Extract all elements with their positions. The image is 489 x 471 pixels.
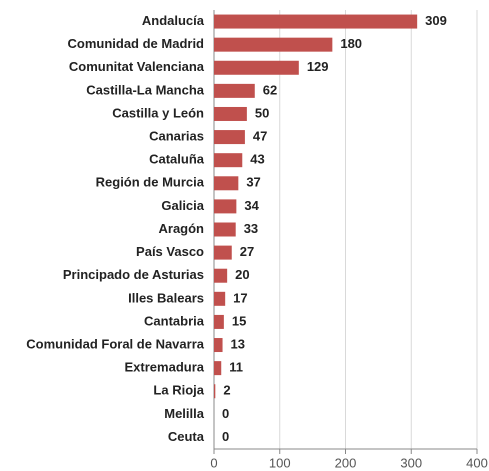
x-tick-label: 100 <box>269 455 291 470</box>
bar <box>214 361 222 376</box>
data-label: 180 <box>340 36 362 51</box>
data-label: 129 <box>307 59 329 74</box>
data-label: 309 <box>425 13 447 28</box>
y-tick-label: País Vasco <box>136 244 204 259</box>
y-tick-label: Ceuta <box>168 429 205 444</box>
bar <box>214 338 223 353</box>
data-label: 13 <box>231 336 245 351</box>
y-tick-label: Castilla-La Mancha <box>86 82 205 97</box>
y-tick-label: Castilla y León <box>112 105 204 120</box>
data-label: 50 <box>255 105 269 120</box>
y-tick-label: Cataluña <box>149 152 205 167</box>
y-tick-label: Andalucía <box>142 13 205 28</box>
data-label: 15 <box>232 313 246 328</box>
y-tick-label: Aragón <box>159 221 205 236</box>
data-label: 62 <box>263 82 277 97</box>
y-tick-label: Cantabria <box>144 313 205 328</box>
bar <box>214 83 255 98</box>
data-label: 20 <box>235 267 249 282</box>
bar <box>214 37 333 52</box>
bar <box>214 14 418 29</box>
data-label: 17 <box>233 290 247 305</box>
bar <box>214 60 299 75</box>
y-tick-label: Principado de Asturias <box>63 267 204 282</box>
data-label: 11 <box>229 360 243 375</box>
bar <box>214 384 216 399</box>
bar <box>214 176 239 191</box>
y-tick-label: Comunidad de Madrid <box>68 36 205 51</box>
data-label: 2 <box>223 383 230 398</box>
y-tick-label: Illes Balears <box>128 290 204 305</box>
data-label: 0 <box>222 406 229 421</box>
bar <box>214 314 224 329</box>
data-label: 27 <box>240 244 254 259</box>
x-tick-label: 300 <box>400 455 422 470</box>
y-tick-label: Comunidad Foral de Navarra <box>26 336 204 351</box>
y-tick-label: Melilla <box>164 406 205 421</box>
bar <box>214 245 232 260</box>
data-label: 37 <box>246 175 260 190</box>
y-tick-label: Galicia <box>161 198 204 213</box>
y-tick-label: Región de Murcia <box>96 175 205 190</box>
data-label: 0 <box>222 429 229 444</box>
data-label: 47 <box>253 129 267 144</box>
bar <box>214 268 228 283</box>
x-tick-label: 0 <box>210 455 217 470</box>
y-tick-label: Extremadura <box>125 360 205 375</box>
data-label: 43 <box>250 152 264 167</box>
bar <box>214 291 226 306</box>
bar <box>214 130 245 145</box>
bar <box>214 106 247 121</box>
y-tick-label: La Rioja <box>153 383 204 398</box>
data-label: 33 <box>244 221 258 236</box>
x-tick-label: 200 <box>335 455 357 470</box>
bar <box>214 199 237 214</box>
y-tick-label: Canarias <box>149 129 204 144</box>
data-label: 34 <box>244 198 259 213</box>
y-tick-label: Comunitat Valenciana <box>69 59 205 74</box>
x-tick-label: 400 <box>466 455 488 470</box>
bar <box>214 222 236 237</box>
bar <box>214 153 243 168</box>
